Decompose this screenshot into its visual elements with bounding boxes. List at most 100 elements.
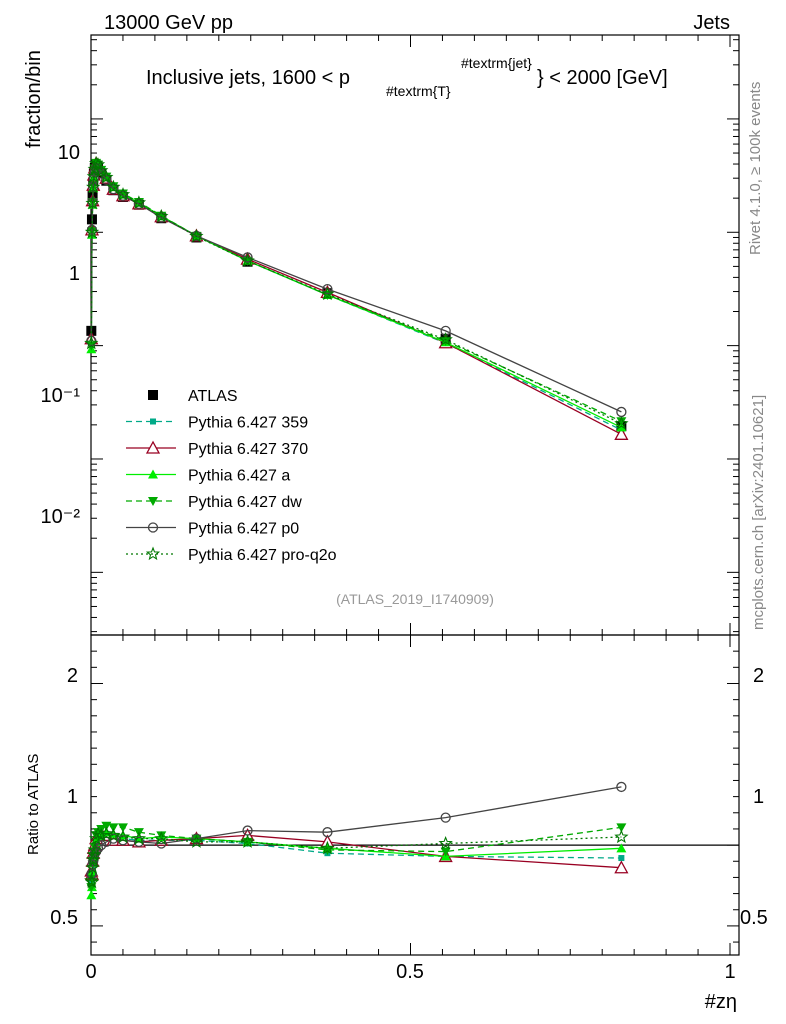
ratio-data-point <box>191 833 202 844</box>
series-line <box>90 162 622 431</box>
legend-marker <box>148 497 158 506</box>
ratio-data-point <box>440 812 451 823</box>
title-tail: } < 2000 [GeV] <box>537 67 668 89</box>
y-tick-label: 10⁻¹ <box>41 385 81 407</box>
legend-label: Pythia 6.427 p0 <box>188 521 299 538</box>
x-tick-label: 1 <box>724 961 735 983</box>
ratio-data-point <box>616 843 627 853</box>
legend-item: Pythia 6.427 a <box>126 468 290 485</box>
ratio-data-point <box>154 831 169 845</box>
legend-marker <box>145 440 161 454</box>
data-point <box>85 195 100 210</box>
ratio-data-point <box>117 835 129 846</box>
ratio-series-pythia-6.427-370 <box>84 826 629 880</box>
ratio-data-point <box>96 839 107 851</box>
data-point <box>133 198 145 210</box>
data-point <box>242 252 253 263</box>
data-point <box>440 325 451 337</box>
mcplots-label: mcplots.cern.ch [arXiv:2401.10621] <box>750 395 767 630</box>
legend-label: Pythia 6.427 dw <box>188 494 302 511</box>
ratio-data-point <box>94 827 109 842</box>
title-superscript: #textrm{jet} <box>461 55 532 71</box>
analysis-id-label: (ATLAS_2019_I1740909) <box>336 591 494 607</box>
data-point <box>616 417 627 427</box>
ratio-data-point <box>84 874 100 889</box>
data-point <box>106 179 121 194</box>
data-point <box>614 416 629 430</box>
data-point <box>614 426 629 440</box>
ratio-plot-frame <box>90 634 740 956</box>
category-label: Jets <box>693 12 730 34</box>
title-subscript: #textrm{T} <box>386 83 451 99</box>
ratio-data-point <box>84 873 99 887</box>
ratio-data-point <box>87 842 102 857</box>
series-pythia-6.427-dw <box>86 158 627 427</box>
ratio-data-point <box>86 852 101 866</box>
data-point <box>322 283 333 295</box>
series-line <box>90 162 622 425</box>
y-tick-label: 10 <box>58 142 80 164</box>
ratio-data-point <box>108 823 119 833</box>
main-plot-frame <box>90 34 740 636</box>
ratio-y-tick-label-right: 1 <box>753 786 764 808</box>
legend-item: Pythia 6.427 359 <box>126 415 308 432</box>
main-series-layer <box>84 155 629 440</box>
legend-item: Pythia 6.427 pro-q2o <box>126 546 337 564</box>
ratio-data-point <box>440 847 451 857</box>
ratio-y-tick-label: 1 <box>67 786 78 808</box>
ratio-data-point <box>99 826 114 840</box>
legend-marker <box>148 469 158 479</box>
y-tick-label: 10⁻² <box>41 506 81 528</box>
ratio-data-point <box>618 855 625 862</box>
data-point <box>84 335 99 350</box>
ratio-data-point <box>131 831 147 845</box>
data-point <box>156 212 167 223</box>
ratio-data-point <box>616 823 627 833</box>
data-point <box>101 174 112 186</box>
ratio-data-point <box>106 827 121 842</box>
data-point <box>88 155 104 170</box>
data-point <box>616 422 627 432</box>
series-line <box>90 163 622 428</box>
x-axis-title: #zη <box>705 991 737 1013</box>
legend-label: ATLAS <box>188 388 238 405</box>
ratio-data-point <box>117 823 128 833</box>
data-point <box>240 253 255 267</box>
ratio-data-point <box>438 836 453 850</box>
legend-marker <box>147 522 159 533</box>
ratio-series-pythia-6.427-pro-q2o <box>84 826 629 889</box>
ratio-data-point <box>320 840 335 855</box>
rivet-label: Rivet 4.1.0, ≥ 100k events <box>747 82 764 255</box>
process-label: 13000 GeV pp <box>104 12 233 34</box>
ratio-data-point <box>86 890 97 900</box>
ratio-series-pythia-6.427-p0 <box>86 781 627 880</box>
data-point <box>320 286 335 301</box>
ratio-series-layer <box>84 781 629 900</box>
legend-label: Pythia 6.427 a <box>188 468 290 485</box>
series-pythia-6.427-pro-q2o <box>84 155 629 430</box>
data-point <box>94 163 109 177</box>
ratio-data-point <box>108 833 119 844</box>
plot-title: Inclusive jets, 1600 < p #textrm{T} #tex… <box>146 55 668 99</box>
ratio-data-point <box>133 836 145 848</box>
ratio-data-point <box>189 834 204 848</box>
data-point <box>189 228 204 243</box>
ratio-y-tick-label-right: 0.5 <box>740 907 768 929</box>
ratio-series-line <box>90 833 622 881</box>
ratio-series-pythia-6.427-dw <box>86 821 627 893</box>
legend-label: Pythia 6.427 pro-q2o <box>188 547 337 564</box>
series-pythia-6.427-359 <box>88 161 625 434</box>
legend-label: Pythia 6.427 359 <box>188 415 308 432</box>
data-point <box>154 208 169 223</box>
ratio-data-point <box>85 860 100 874</box>
data-point <box>440 336 451 346</box>
ratio-data-point <box>616 781 627 793</box>
ratio-series-pythia-6.427-359 <box>88 830 625 884</box>
ratio-series-line <box>90 832 622 883</box>
x-tick-label: 0 <box>85 961 96 983</box>
x-tick-label: 0.5 <box>396 961 424 983</box>
data-point <box>115 187 131 201</box>
data-point <box>117 190 129 201</box>
ratio-y-tick-label-right: 2 <box>753 665 764 687</box>
